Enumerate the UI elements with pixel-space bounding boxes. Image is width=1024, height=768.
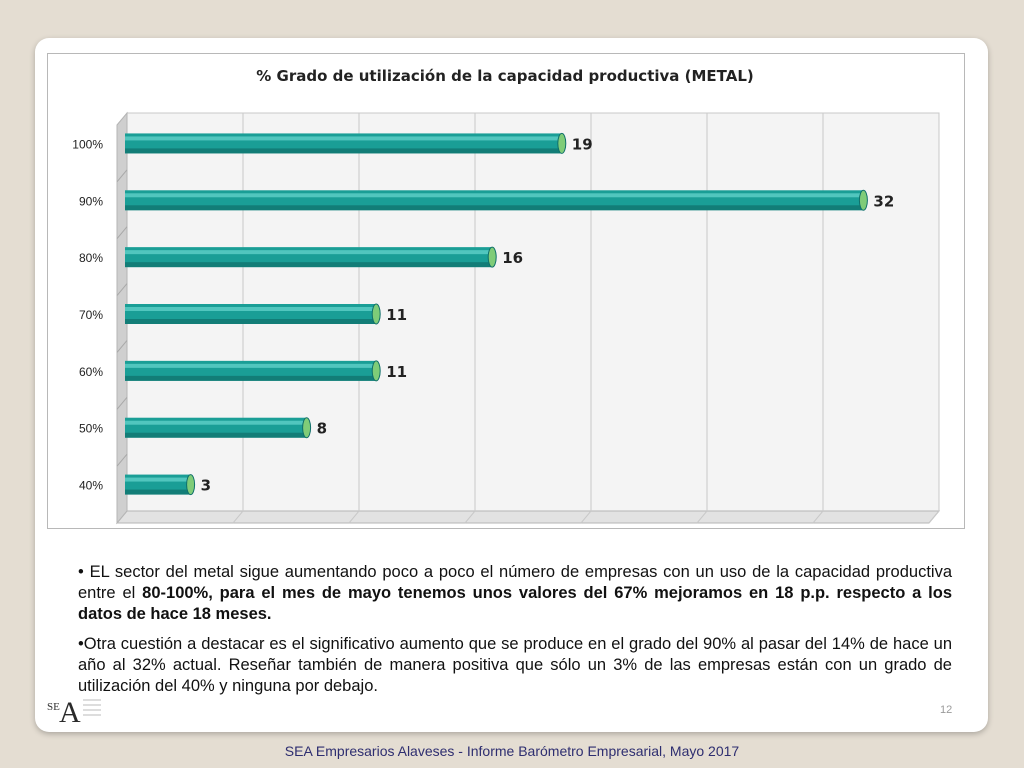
gridline-floor [232, 510, 244, 524]
bar-highlight [125, 250, 493, 255]
bar-shade [125, 148, 562, 154]
bar-highlight [125, 193, 864, 198]
page-number: 12 [940, 704, 953, 716]
bar-end-cap [371, 360, 381, 382]
bar-highlight [125, 363, 377, 368]
category-label: 100% [72, 137, 103, 151]
bar-highlight [125, 420, 307, 425]
bar-end-cap [302, 417, 312, 439]
data-label: 19 [572, 135, 593, 153]
bar-shade [125, 375, 377, 381]
bar-shade [125, 489, 191, 495]
category-label: 80% [79, 251, 103, 265]
data-label: 11 [386, 363, 407, 381]
bar-highlight [125, 477, 191, 482]
row-separator [116, 226, 128, 240]
bar-shade [125, 432, 307, 438]
bar-shade [125, 262, 493, 268]
bar-end-cap [186, 474, 196, 496]
bar-end-cap [487, 246, 497, 268]
bullet-1-text: • EL sector del metal sigue aumentando p… [78, 563, 952, 602]
row-separator [116, 283, 128, 296]
bar-highlight [125, 307, 377, 311]
category-label: 70% [79, 308, 103, 322]
chart-title: % Grado de utilización de la capacidad p… [256, 67, 754, 85]
bullet-1: • EL sector del metal sigue aumentando p… [78, 562, 952, 625]
bullet-1-bold: 80-100%, para el mes de mayo tenemos uno… [78, 584, 953, 623]
gridline-floor [348, 510, 360, 524]
svg-text:SE: SE [47, 701, 60, 713]
gridline-floor [580, 510, 592, 524]
plot-floor [115, 510, 941, 524]
sea-logo: SE A [47, 696, 101, 726]
row-separator [116, 169, 128, 183]
svg-text:A: A [59, 696, 81, 726]
category-label: 50% [79, 422, 103, 436]
bar-chart: 100% 19 90% 32 80% 16 70% 11 60% 11 50% 8 40% 3 [72, 111, 941, 525]
gridline-floor [696, 510, 708, 524]
category-label: 60% [79, 365, 103, 379]
gridline-floor [812, 510, 824, 524]
category-label: 90% [79, 194, 103, 208]
bar-end-cap [557, 132, 567, 154]
data-label: 32 [873, 192, 894, 210]
gridline-floor [928, 510, 940, 524]
footer: SEA Empresarios Alaveses - Informe Baróm… [284, 743, 740, 759]
data-label: 8 [317, 420, 327, 438]
row-separator [116, 396, 128, 410]
category-label: 40% [79, 479, 103, 493]
data-label: 16 [502, 249, 523, 267]
bar-shade [125, 319, 377, 324]
bar-shade [125, 205, 864, 211]
row-separator [116, 453, 128, 467]
bar-end-cap [371, 303, 381, 325]
bar-end-cap [858, 189, 868, 211]
plot-side-wall [116, 111, 128, 525]
commentary: • EL sector del metal sigue aumentando p… [78, 562, 952, 706]
bar-highlight [125, 136, 562, 141]
bullet-2: •Otra cuestión a destacar es el signific… [78, 635, 952, 695]
data-label: 11 [386, 306, 407, 324]
gridline-floor [464, 510, 476, 524]
data-label: 3 [201, 477, 211, 495]
row-separator [116, 340, 128, 353]
